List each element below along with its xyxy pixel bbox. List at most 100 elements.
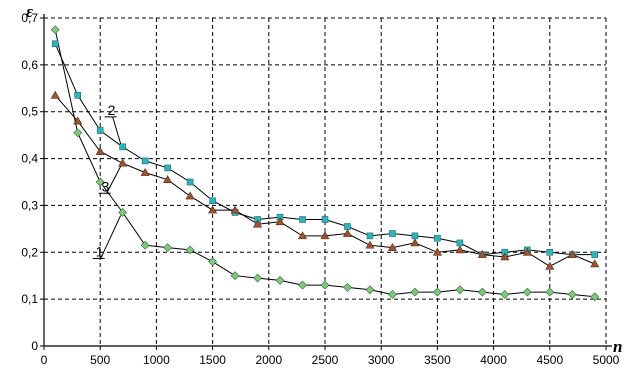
point-series-3 [95, 146, 105, 155]
y-tick-label: 0,7 [21, 11, 38, 25]
x-tick-label: 3000 [368, 353, 395, 367]
point-series-2 [119, 143, 126, 151]
point-series-2 [456, 239, 464, 247]
point-series-1 [95, 177, 105, 187]
series-group [50, 25, 600, 302]
y-tick-label: 0,4 [21, 152, 38, 166]
point-series-3 [253, 219, 263, 228]
point-series-2 [321, 216, 329, 223]
point-series-3 [208, 205, 218, 214]
point-series-2 [186, 178, 194, 186]
point-series-3 [230, 205, 240, 214]
point-series-1 [567, 290, 577, 299]
annotation-leader-3 [106, 166, 122, 194]
point-series-1 [140, 240, 150, 250]
point-series-1 [477, 287, 487, 297]
point-series-1 [50, 25, 60, 35]
point-series-3 [432, 247, 442, 256]
point-series-2 [74, 92, 82, 99]
x-tick-label: 0 [41, 353, 48, 367]
point-series-1 [230, 271, 240, 281]
y-tick-label: 0,6 [21, 58, 38, 72]
point-series-3 [275, 217, 285, 226]
point-series-2 [209, 197, 216, 205]
x-tick-label: 3500 [424, 353, 451, 367]
point-series-1 [410, 287, 420, 297]
point-series-3 [73, 116, 83, 125]
x-tick-label: 2500 [312, 353, 339, 367]
point-series-3 [387, 242, 397, 251]
point-series-3 [522, 247, 532, 256]
point-series-1 [388, 290, 397, 299]
point-series-1 [163, 243, 173, 253]
y-tick-label: 0,3 [21, 198, 38, 212]
x-tick-label: 1000 [143, 353, 170, 367]
point-series-1 [275, 275, 285, 285]
point-series-3 [545, 261, 555, 270]
y-tick-label: 0,2 [21, 245, 38, 259]
point-series-3 [500, 252, 510, 261]
point-series-1 [73, 128, 83, 138]
axes [40, 14, 612, 350]
point-series-3 [477, 250, 487, 258]
point-series-2 [389, 230, 396, 237]
point-series-1 [455, 285, 465, 295]
point-series-3 [590, 259, 600, 268]
point-series-2 [591, 251, 599, 258]
point-series-3 [118, 158, 128, 167]
point-series-3 [365, 240, 375, 249]
annotations: 1 2 3 [92, 102, 122, 259]
point-series-1 [365, 285, 375, 295]
tick-labels: 0 500 1000 1500 2000 2500 3000 3500 4000 4500 5000… [21, 11, 619, 367]
point-series-2 [164, 164, 171, 172]
point-series-3 [410, 238, 420, 247]
point-series-2 [434, 234, 441, 242]
x-tick-label: 500 [90, 353, 110, 367]
point-series-1 [500, 290, 510, 299]
x-tick-label: 4500 [536, 353, 563, 367]
point-series-2 [299, 216, 306, 223]
point-series-2 [546, 248, 554, 256]
point-series-1 [522, 287, 532, 297]
point-series-1 [343, 283, 352, 292]
point-series-2 [366, 232, 374, 240]
point-series-1 [208, 257, 218, 267]
y-tick-label: 0,5 [21, 105, 38, 119]
point-series-3 [320, 231, 330, 240]
point-series-1 [590, 292, 600, 302]
point-series-2 [141, 157, 149, 165]
point-series-3 [163, 175, 173, 183]
point-series-2 [411, 232, 419, 240]
x-tick-label: 5000 [593, 353, 620, 367]
point-series-3 [50, 90, 60, 99]
x-tick-label: 1500 [199, 353, 226, 367]
point-series-3 [140, 168, 150, 176]
grid-lines [44, 17, 607, 346]
y-tick-label: 0 [31, 339, 38, 353]
annotation-leader-1 [100, 215, 122, 259]
point-series-1 [253, 273, 262, 283]
point-series-2 [96, 127, 104, 134]
point-series-1 [545, 287, 555, 297]
annotation-label-3: 3 [102, 178, 110, 194]
point-series-3 [185, 191, 195, 200]
point-series-1 [432, 287, 442, 297]
point-series-3 [455, 245, 465, 254]
point-series-1 [185, 245, 195, 255]
point-series-3 [567, 250, 577, 258]
point-series-1 [118, 208, 128, 217]
point-series-2 [51, 40, 59, 48]
point-series-1 [298, 280, 307, 290]
annotation-label-2: 2 [108, 102, 116, 118]
x-axis-label: n [613, 337, 622, 356]
x-tick-label: 4000 [480, 353, 507, 367]
point-series-2 [344, 223, 351, 230]
point-series-3 [298, 231, 308, 240]
y-axis-label: ε [26, 2, 33, 21]
y-tick-label: 0,1 [21, 292, 38, 306]
annotation-leader-2 [112, 116, 122, 144]
point-series-1 [320, 280, 330, 290]
point-series-3 [342, 228, 352, 237]
annotation-label-1: 1 [96, 243, 104, 259]
